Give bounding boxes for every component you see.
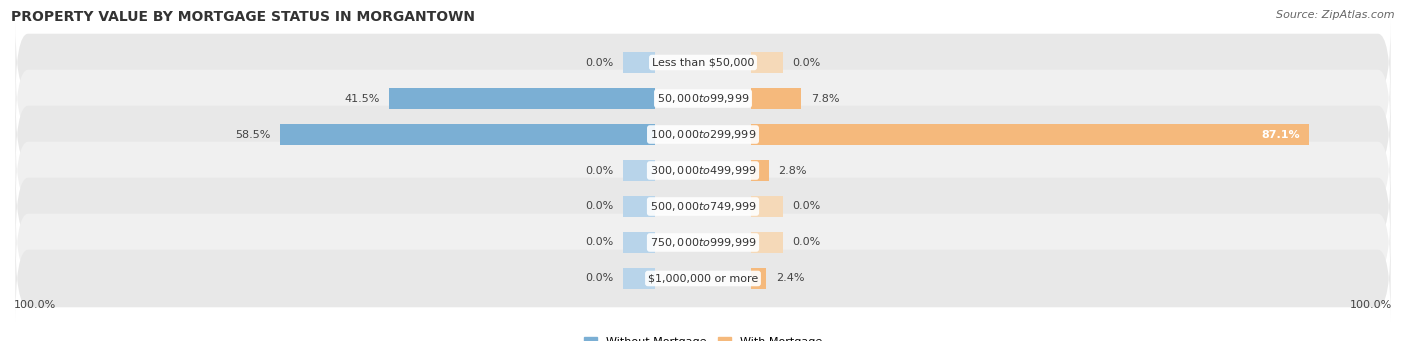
- Text: 2.4%: 2.4%: [776, 273, 804, 283]
- FancyBboxPatch shape: [15, 91, 1391, 178]
- Text: $50,000 to $99,999: $50,000 to $99,999: [657, 92, 749, 105]
- Bar: [751, 196, 783, 217]
- Text: $100,000 to $299,999: $100,000 to $299,999: [650, 128, 756, 141]
- Bar: [751, 88, 801, 109]
- Text: 0.0%: 0.0%: [585, 273, 613, 283]
- Text: 0.0%: 0.0%: [585, 165, 613, 176]
- Bar: [751, 268, 766, 289]
- Text: 0.0%: 0.0%: [793, 58, 821, 68]
- Bar: [623, 196, 655, 217]
- Text: $750,000 to $999,999: $750,000 to $999,999: [650, 236, 756, 249]
- Bar: [623, 268, 655, 289]
- Bar: [751, 124, 1309, 145]
- Legend: Without Mortgage, With Mortgage: Without Mortgage, With Mortgage: [579, 332, 827, 341]
- Text: 0.0%: 0.0%: [793, 237, 821, 248]
- Text: 0.0%: 0.0%: [793, 202, 821, 211]
- Text: 0.0%: 0.0%: [585, 237, 613, 248]
- Text: 0.0%: 0.0%: [585, 202, 613, 211]
- Text: $300,000 to $499,999: $300,000 to $499,999: [650, 164, 756, 177]
- Text: 7.8%: 7.8%: [811, 93, 839, 104]
- Text: 100.0%: 100.0%: [14, 300, 56, 310]
- FancyBboxPatch shape: [15, 235, 1391, 322]
- FancyBboxPatch shape: [15, 127, 1391, 214]
- Bar: [623, 232, 655, 253]
- Text: $500,000 to $749,999: $500,000 to $749,999: [650, 200, 756, 213]
- Text: 100.0%: 100.0%: [1350, 300, 1392, 310]
- Text: 87.1%: 87.1%: [1261, 130, 1299, 139]
- Text: 41.5%: 41.5%: [344, 93, 380, 104]
- Bar: [751, 160, 769, 181]
- FancyBboxPatch shape: [15, 19, 1391, 106]
- Text: 2.8%: 2.8%: [779, 165, 807, 176]
- Text: 58.5%: 58.5%: [235, 130, 270, 139]
- Bar: [751, 232, 783, 253]
- Text: PROPERTY VALUE BY MORTGAGE STATUS IN MORGANTOWN: PROPERTY VALUE BY MORTGAGE STATUS IN MOR…: [11, 10, 475, 24]
- Bar: [280, 124, 655, 145]
- Bar: [389, 88, 655, 109]
- FancyBboxPatch shape: [15, 163, 1391, 250]
- Text: 0.0%: 0.0%: [585, 58, 613, 68]
- Text: $1,000,000 or more: $1,000,000 or more: [648, 273, 758, 283]
- Bar: [623, 52, 655, 73]
- FancyBboxPatch shape: [15, 55, 1391, 142]
- Bar: [751, 52, 783, 73]
- FancyBboxPatch shape: [15, 199, 1391, 286]
- Bar: [623, 160, 655, 181]
- Text: Less than $50,000: Less than $50,000: [652, 58, 754, 68]
- Text: Source: ZipAtlas.com: Source: ZipAtlas.com: [1277, 10, 1395, 20]
